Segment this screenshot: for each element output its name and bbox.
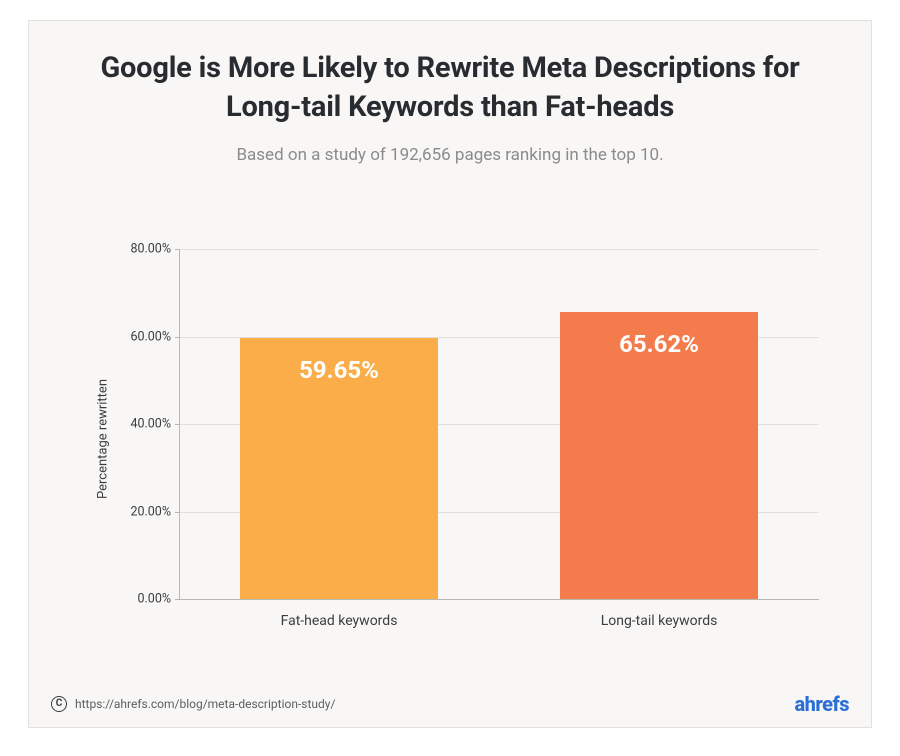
y-tick-label: 80.00% [111, 242, 171, 257]
category-label: Long-tail keywords [601, 613, 718, 629]
y-tick-label: 20.00% [111, 504, 171, 519]
y-tick-label: 0.00% [111, 592, 171, 607]
bar-value-label: 65.62% [560, 330, 758, 358]
bar-value-label: 59.65% [240, 356, 438, 384]
brand-text: ahrefs [795, 692, 850, 716]
plot-area: Percentage rewritten 0.00%20.00%40.00%60… [99, 249, 819, 629]
y-tick-label: 40.00% [111, 417, 171, 432]
y-tick-label: 60.00% [111, 329, 171, 344]
chart-card: Google is More Likely to Rewrite Meta De… [28, 20, 872, 728]
category-label: Fat-head keywords [281, 613, 398, 629]
bar: 59.65% [240, 338, 438, 599]
y-axis-line [179, 249, 180, 599]
plot: 0.00%20.00%40.00%60.00%80.00%59.65%Fat-h… [179, 249, 819, 599]
source-url: https://ahrefs.com/blog/meta-description… [75, 697, 335, 711]
bar: 65.62% [560, 312, 758, 599]
brand-logo: ahrefs [795, 692, 850, 716]
source-attribution: C https://ahrefs.com/blog/meta-descripti… [51, 696, 335, 712]
chart-subtitle: Based on a study of 192,656 pages rankin… [29, 145, 871, 165]
x-axis-line [179, 599, 819, 600]
chart-title: Google is More Likely to Rewrite Meta De… [29, 21, 871, 127]
chart-footer: C https://ahrefs.com/blog/meta-descripti… [29, 681, 871, 727]
gridline [179, 249, 819, 250]
chart-canvas: Google is More Likely to Rewrite Meta De… [0, 0, 900, 756]
y-axis-label: Percentage rewritten [96, 379, 111, 499]
copyright-icon: C [51, 696, 67, 712]
